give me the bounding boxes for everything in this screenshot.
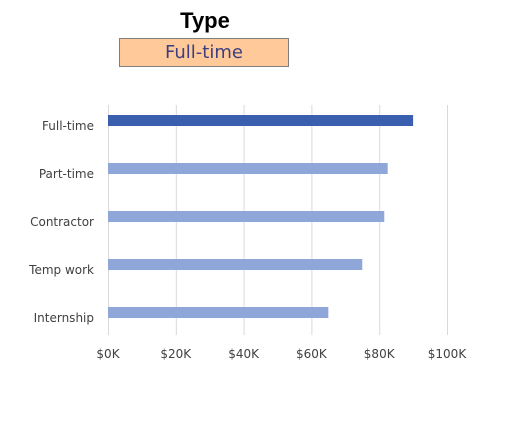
x-tick-label: $0K — [96, 347, 120, 361]
bar — [108, 307, 329, 318]
x-tick-label: $40K — [228, 347, 260, 361]
category-label: Internship — [34, 311, 94, 325]
bar — [108, 259, 363, 270]
x-tick-label: $100K — [428, 347, 468, 361]
type-selector[interactable]: Full-time — [119, 38, 289, 67]
x-tick-label: $80K — [364, 347, 396, 361]
category-label: Full-time — [42, 119, 94, 133]
x-tick-label: $60K — [296, 347, 328, 361]
bar — [108, 163, 388, 174]
category-label: Part-time — [39, 167, 94, 181]
category-label: Temp work — [28, 263, 94, 277]
x-tick-label: $20K — [160, 347, 192, 361]
category-label: Contractor — [30, 215, 94, 229]
filter-title: Type — [180, 8, 230, 33]
bar — [108, 115, 414, 126]
bar — [108, 211, 385, 222]
